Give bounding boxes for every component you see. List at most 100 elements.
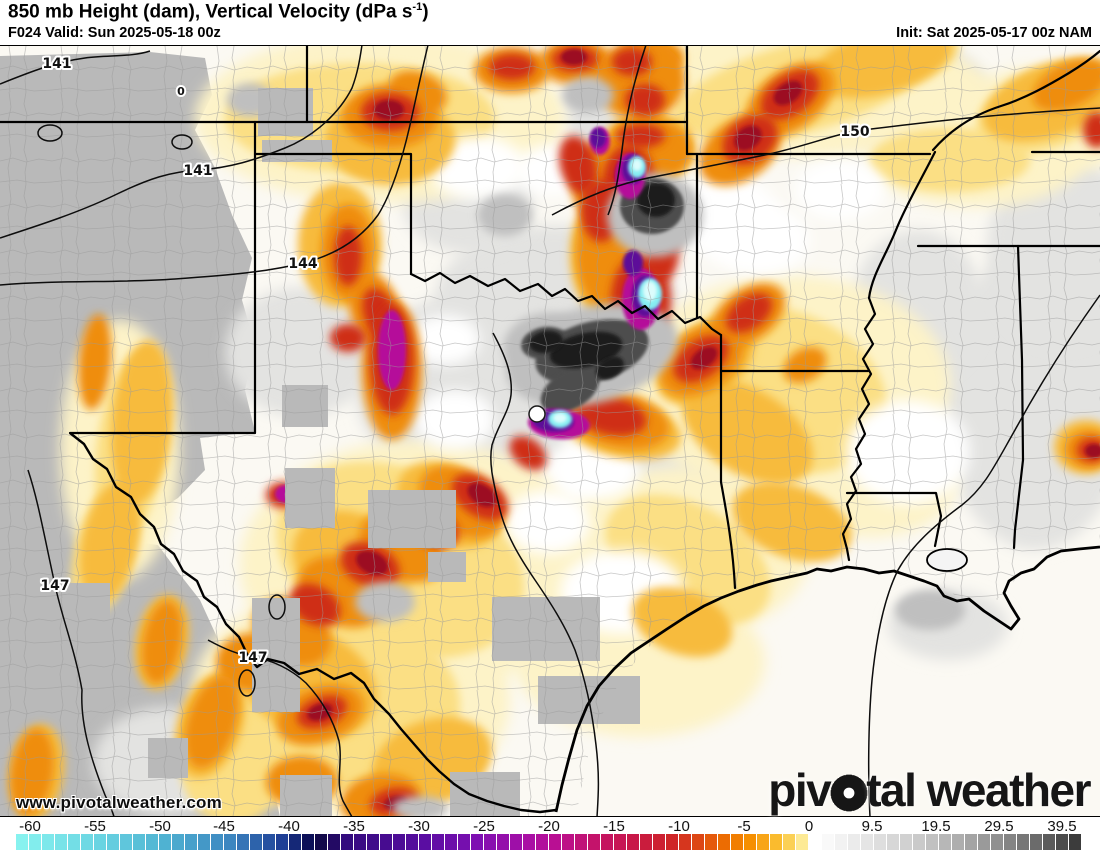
colorbar-cell	[55, 834, 67, 850]
colorbar-scale	[0, 834, 1100, 850]
colorbar-cell	[575, 834, 587, 850]
logo-text-pre: piv	[768, 764, 831, 816]
colorbar-cell	[601, 834, 613, 850]
colorbar-cell	[471, 834, 483, 850]
colorbar-cell	[835, 834, 847, 850]
colorbar-cell	[692, 834, 704, 850]
colorbar-cell	[679, 834, 691, 850]
colorbar-cell	[237, 834, 249, 850]
colorbar-cell	[107, 834, 119, 850]
watermark: www.pivotalweather.com	[16, 793, 222, 812]
colorbar-cell	[224, 834, 236, 850]
colorbar-cell	[640, 834, 652, 850]
colorbar-cell	[1030, 834, 1042, 850]
height-contour-label: 144	[288, 256, 317, 272]
colorbar-cell	[627, 834, 639, 850]
colorbar-cell	[302, 834, 314, 850]
colorbar-cell	[887, 834, 899, 850]
colorbar-tick-19.5: 19.5	[921, 818, 951, 835]
colorbar-cell	[211, 834, 223, 850]
map-canvas: 141 141 144 147 147 150 0	[0, 46, 1100, 816]
colorbar-cell	[81, 834, 93, 850]
colorbar-cell	[16, 834, 28, 850]
title-superscript: -1	[412, 1, 423, 13]
colorbar-cell	[718, 834, 730, 850]
colorbar-cell	[120, 834, 132, 850]
colorbar-cell	[94, 834, 106, 850]
colorbar-cell	[354, 834, 366, 850]
pivotal-weather-logo: piv tal weather	[768, 763, 1091, 817]
height-contour-label: 150	[840, 124, 869, 140]
colorbar-cell	[497, 834, 509, 850]
colorbar-cell	[757, 834, 769, 850]
colorbar-cell	[861, 834, 873, 850]
colorbar-cell	[276, 834, 288, 850]
colorbar-tick--50: -50	[149, 818, 171, 835]
colorbar-cell	[926, 834, 938, 850]
colorbar-cell	[432, 834, 444, 850]
colorbar-tick--35: -35	[343, 818, 365, 835]
title-close: )	[422, 1, 429, 23]
height-contour-label: 147	[238, 650, 267, 666]
height-contour-label: 141	[183, 163, 212, 179]
colorbar-cell	[952, 834, 964, 850]
colorbar-cell	[731, 834, 743, 850]
colorbar-cell	[666, 834, 678, 850]
colorbar-cell	[939, 834, 951, 850]
colorbar-tick--55: -55	[84, 818, 106, 835]
colorbar-cell	[367, 834, 379, 850]
height-contour-label: 147	[40, 578, 69, 594]
colorbar-cell	[848, 834, 860, 850]
colorbar-cell	[913, 834, 925, 850]
colorbar-tick--60: -60	[19, 818, 41, 835]
colorbar-cell	[809, 834, 821, 850]
colorbar-tick--30: -30	[408, 818, 430, 835]
colorbar-cell	[536, 834, 548, 850]
colorbar-cell	[549, 834, 561, 850]
gear-icon	[830, 774, 868, 812]
colorbar-cell	[783, 834, 795, 850]
colorbar: -60 -55 -50 -45 -40 -35 -30 -25 -20 -15 -10 -5 0 9.5 1…	[0, 817, 1100, 850]
colorbar-cell	[588, 834, 600, 850]
colorbar-tick-29.5: 29.5	[984, 818, 1014, 835]
colorbar-cell	[250, 834, 262, 850]
colorbar-cell	[328, 834, 340, 850]
colorbar-cell	[315, 834, 327, 850]
colorbar-cell	[822, 834, 834, 850]
colorbar-cell	[744, 834, 756, 850]
colorbar-cell	[874, 834, 886, 850]
colorbar-cell	[900, 834, 912, 850]
colorbar-cell	[380, 834, 392, 850]
colorbar-cell	[523, 834, 535, 850]
colorbar-cell	[1043, 834, 1055, 850]
colorbar-cell	[406, 834, 418, 850]
colorbar-cell	[341, 834, 353, 850]
colorbar-cell	[159, 834, 171, 850]
height-contour-label: 141	[42, 56, 71, 72]
valid-time-label: F024 Valid: Sun 2025-05-18 00z	[8, 25, 221, 41]
colorbar-cell	[705, 834, 717, 850]
colorbar-tick-9.5: 9.5	[861, 818, 883, 835]
colorbar-cell	[770, 834, 782, 850]
colorbar-cell	[133, 834, 145, 850]
colorbar-cell	[1004, 834, 1016, 850]
colorbar-cell	[198, 834, 210, 850]
colorbar-cell	[393, 834, 405, 850]
colorbar-tick--40: -40	[278, 818, 300, 835]
colorbar-tick--15: -15	[603, 818, 625, 835]
colorbar-cell	[796, 834, 808, 850]
colorbar-cell	[1017, 834, 1029, 850]
colorbar-cell	[1056, 834, 1068, 850]
colorbar-cell	[146, 834, 158, 850]
page-title: 850 mb Height (dam), Vertical Velocity (…	[8, 1, 429, 23]
colorbar-cell	[1069, 834, 1081, 850]
colorbar-cell	[458, 834, 470, 850]
title-text: 850 mb Height (dam), Vertical Velocity (…	[8, 1, 413, 23]
colorbar-cell	[484, 834, 496, 850]
colorbar-tick--20: -20	[538, 818, 560, 835]
colorbar-cell	[172, 834, 184, 850]
colorbar-cell	[42, 834, 54, 850]
colorbar-tick--10: -10	[668, 818, 690, 835]
map-header: 850 mb Height (dam), Vertical Velocity (…	[0, 0, 1100, 45]
